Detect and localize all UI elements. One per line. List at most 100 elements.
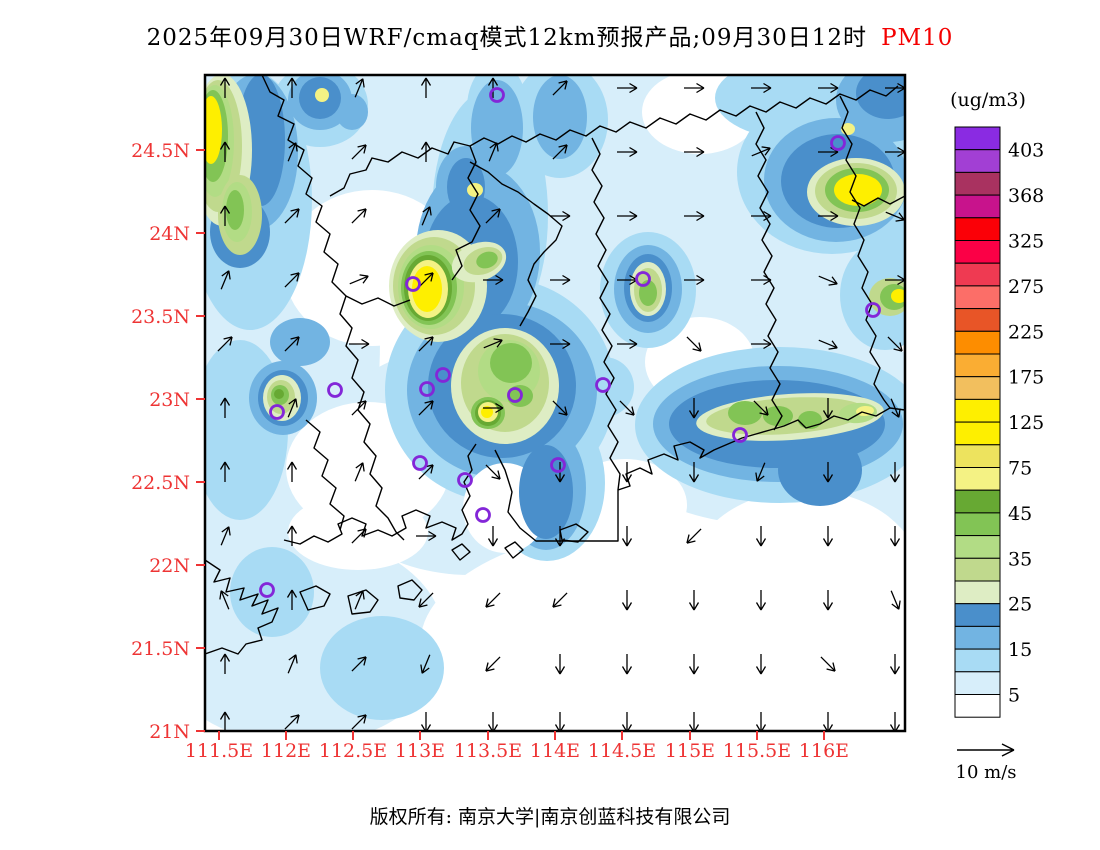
wind-arrow-glyph bbox=[822, 590, 834, 611]
station-marker bbox=[830, 135, 846, 151]
legend-color-box bbox=[954, 262, 1001, 287]
wind-arrow bbox=[751, 82, 772, 94]
wind-arrow-glyph bbox=[621, 526, 633, 547]
legend-color-box bbox=[954, 126, 1001, 151]
wind-arrow bbox=[552, 80, 568, 96]
wind-arrow bbox=[284, 272, 300, 288]
lat-tick-label: 24N bbox=[149, 223, 190, 245]
wind-arrow-glyph bbox=[755, 590, 767, 611]
wind-arrow-glyph bbox=[617, 82, 638, 94]
wind-arrow-glyph bbox=[820, 656, 836, 672]
legend-color-box bbox=[954, 217, 1001, 242]
wind-arrow bbox=[818, 339, 838, 350]
boundary-path bbox=[345, 295, 411, 307]
wind-arrow bbox=[552, 144, 568, 160]
figure-title: 2025年09月30日WRF/cmaq模式12km预报产品;09月30日12时 P… bbox=[0, 18, 1100, 52]
legend-color-box bbox=[954, 398, 1001, 423]
boundary-path bbox=[504, 541, 524, 559]
legend-value-label: 35 bbox=[1008, 548, 1032, 570]
lon-tick-label: 114.5E bbox=[588, 740, 656, 762]
wind-arrow bbox=[284, 714, 300, 730]
wind-arrow bbox=[617, 338, 638, 350]
legend-color-box bbox=[954, 467, 1001, 491]
boundary-path bbox=[329, 85, 899, 197]
wind-arrow bbox=[219, 397, 231, 418]
wind-arrow bbox=[418, 400, 434, 416]
contour-blob bbox=[778, 434, 862, 506]
legend-value-label: 5 bbox=[1008, 685, 1020, 707]
contour-blob bbox=[205, 96, 222, 164]
lat-tick-label: 23N bbox=[149, 389, 190, 411]
wind-arrow bbox=[818, 275, 838, 286]
wind-arrow bbox=[488, 142, 499, 162]
legend-color-box bbox=[954, 489, 1001, 514]
wind-arrow-glyph bbox=[818, 339, 838, 350]
wind-arrow bbox=[351, 714, 367, 730]
boundary-path bbox=[591, 137, 621, 491]
wind-arrow bbox=[889, 462, 901, 483]
station-marker bbox=[405, 276, 421, 292]
legend-value-label: 175 bbox=[1008, 367, 1044, 389]
wind-arrow-glyph bbox=[617, 146, 638, 158]
wind-arrow-glyph bbox=[354, 462, 365, 482]
wind-arrow-glyph bbox=[552, 144, 568, 160]
wind-arrow-glyph bbox=[818, 275, 838, 286]
wind-arrow-glyph bbox=[219, 77, 231, 98]
wind-arrow bbox=[751, 338, 772, 350]
boundary-path bbox=[839, 95, 891, 409]
wind-arrow bbox=[217, 336, 233, 352]
wind-arrow bbox=[220, 270, 231, 290]
legend-color-box bbox=[954, 671, 1001, 695]
legend-color-box bbox=[954, 171, 1001, 196]
wind-arrow-glyph bbox=[485, 464, 501, 480]
boundary-path bbox=[469, 161, 563, 327]
wind-arrow bbox=[354, 590, 365, 610]
wind-arrow bbox=[219, 653, 231, 674]
contour-blob bbox=[274, 389, 284, 399]
wind-arrow bbox=[219, 141, 231, 162]
wind-arrow-glyph bbox=[751, 146, 771, 157]
boundary-path bbox=[559, 523, 589, 543]
legend-color-box bbox=[954, 648, 1001, 673]
lon-tick-label: 111.5E bbox=[185, 740, 253, 762]
station-marker bbox=[507, 387, 523, 403]
legend-value-label: 125 bbox=[1008, 412, 1044, 434]
legend-color-box bbox=[954, 535, 1001, 559]
station-marker bbox=[550, 457, 566, 473]
wind-arrow bbox=[286, 461, 298, 482]
wind-arrow-glyph bbox=[284, 272, 300, 288]
wind-arrow-glyph bbox=[688, 590, 700, 611]
wind-arrow-glyph bbox=[822, 398, 834, 419]
wind-arrow bbox=[286, 525, 298, 546]
wind-arrow bbox=[284, 336, 300, 352]
contour-blob bbox=[519, 445, 573, 539]
wind-arrow-glyph bbox=[354, 78, 365, 98]
wind-arrow-glyph bbox=[688, 398, 700, 419]
wind-arrow bbox=[686, 336, 702, 352]
wind-arrow bbox=[485, 464, 501, 480]
wind-arrow bbox=[889, 526, 901, 547]
wind-arrow bbox=[286, 77, 298, 98]
wind-scale-arrow-icon bbox=[957, 743, 1015, 757]
wind-arrow bbox=[818, 82, 839, 94]
wind-arrow-glyph bbox=[889, 654, 901, 675]
wind-arrow bbox=[889, 654, 901, 675]
wind-arrow-glyph bbox=[219, 141, 231, 162]
wind-arrow bbox=[751, 210, 772, 222]
legend-color-box bbox=[954, 603, 1001, 627]
wind-arrow bbox=[751, 274, 772, 286]
wind-arrow-glyph bbox=[890, 590, 901, 610]
wind-arrow-glyph bbox=[284, 336, 300, 352]
wind-arrow bbox=[220, 526, 231, 546]
lon-tick-label: 113E bbox=[395, 740, 445, 762]
wind-arrow bbox=[554, 654, 566, 675]
lon-tick-label: 113.5E bbox=[454, 740, 522, 762]
boundary-path bbox=[283, 443, 477, 545]
wind-arrow-glyph bbox=[621, 462, 633, 483]
wind-arrow-glyph bbox=[286, 525, 298, 546]
wind-arrow-glyph bbox=[755, 462, 766, 482]
wind-arrow bbox=[351, 144, 367, 160]
wind-arrow-glyph bbox=[550, 338, 571, 350]
wind-arrow bbox=[684, 274, 705, 286]
